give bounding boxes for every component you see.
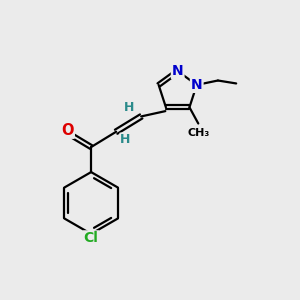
Text: N: N	[172, 64, 184, 78]
Text: CH₃: CH₃	[187, 128, 209, 138]
Text: Cl: Cl	[84, 231, 98, 245]
Text: O: O	[61, 123, 74, 138]
Text: H: H	[124, 100, 134, 113]
Text: H: H	[120, 134, 131, 146]
Text: N: N	[191, 78, 203, 92]
